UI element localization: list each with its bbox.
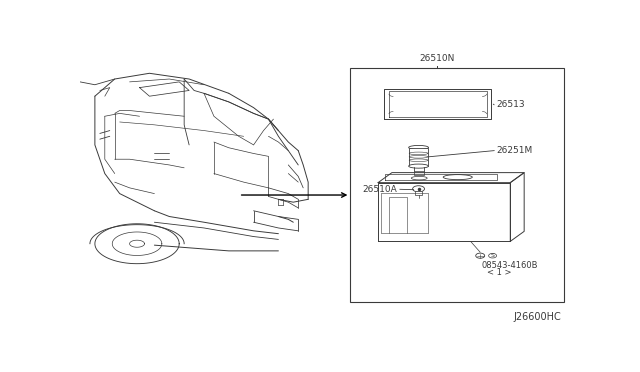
- Text: S: S: [491, 253, 495, 258]
- Text: 26513: 26513: [497, 100, 525, 109]
- Text: 08543-4160B: 08543-4160B: [482, 261, 538, 270]
- Text: 26251M: 26251M: [497, 146, 533, 155]
- Ellipse shape: [412, 176, 427, 180]
- Bar: [413, 171, 424, 175]
- Bar: [415, 192, 422, 195]
- Ellipse shape: [476, 253, 484, 258]
- Bar: [409, 148, 429, 166]
- Text: 26510N: 26510N: [419, 54, 455, 63]
- Ellipse shape: [409, 164, 429, 168]
- Text: < 1 >: < 1 >: [487, 268, 511, 277]
- Ellipse shape: [413, 186, 424, 192]
- Ellipse shape: [488, 253, 497, 258]
- Bar: [350, 68, 564, 302]
- Text: J26600HC: J26600HC: [513, 312, 561, 323]
- Ellipse shape: [443, 174, 472, 180]
- Ellipse shape: [409, 145, 429, 150]
- Text: 26510A: 26510A: [363, 185, 397, 194]
